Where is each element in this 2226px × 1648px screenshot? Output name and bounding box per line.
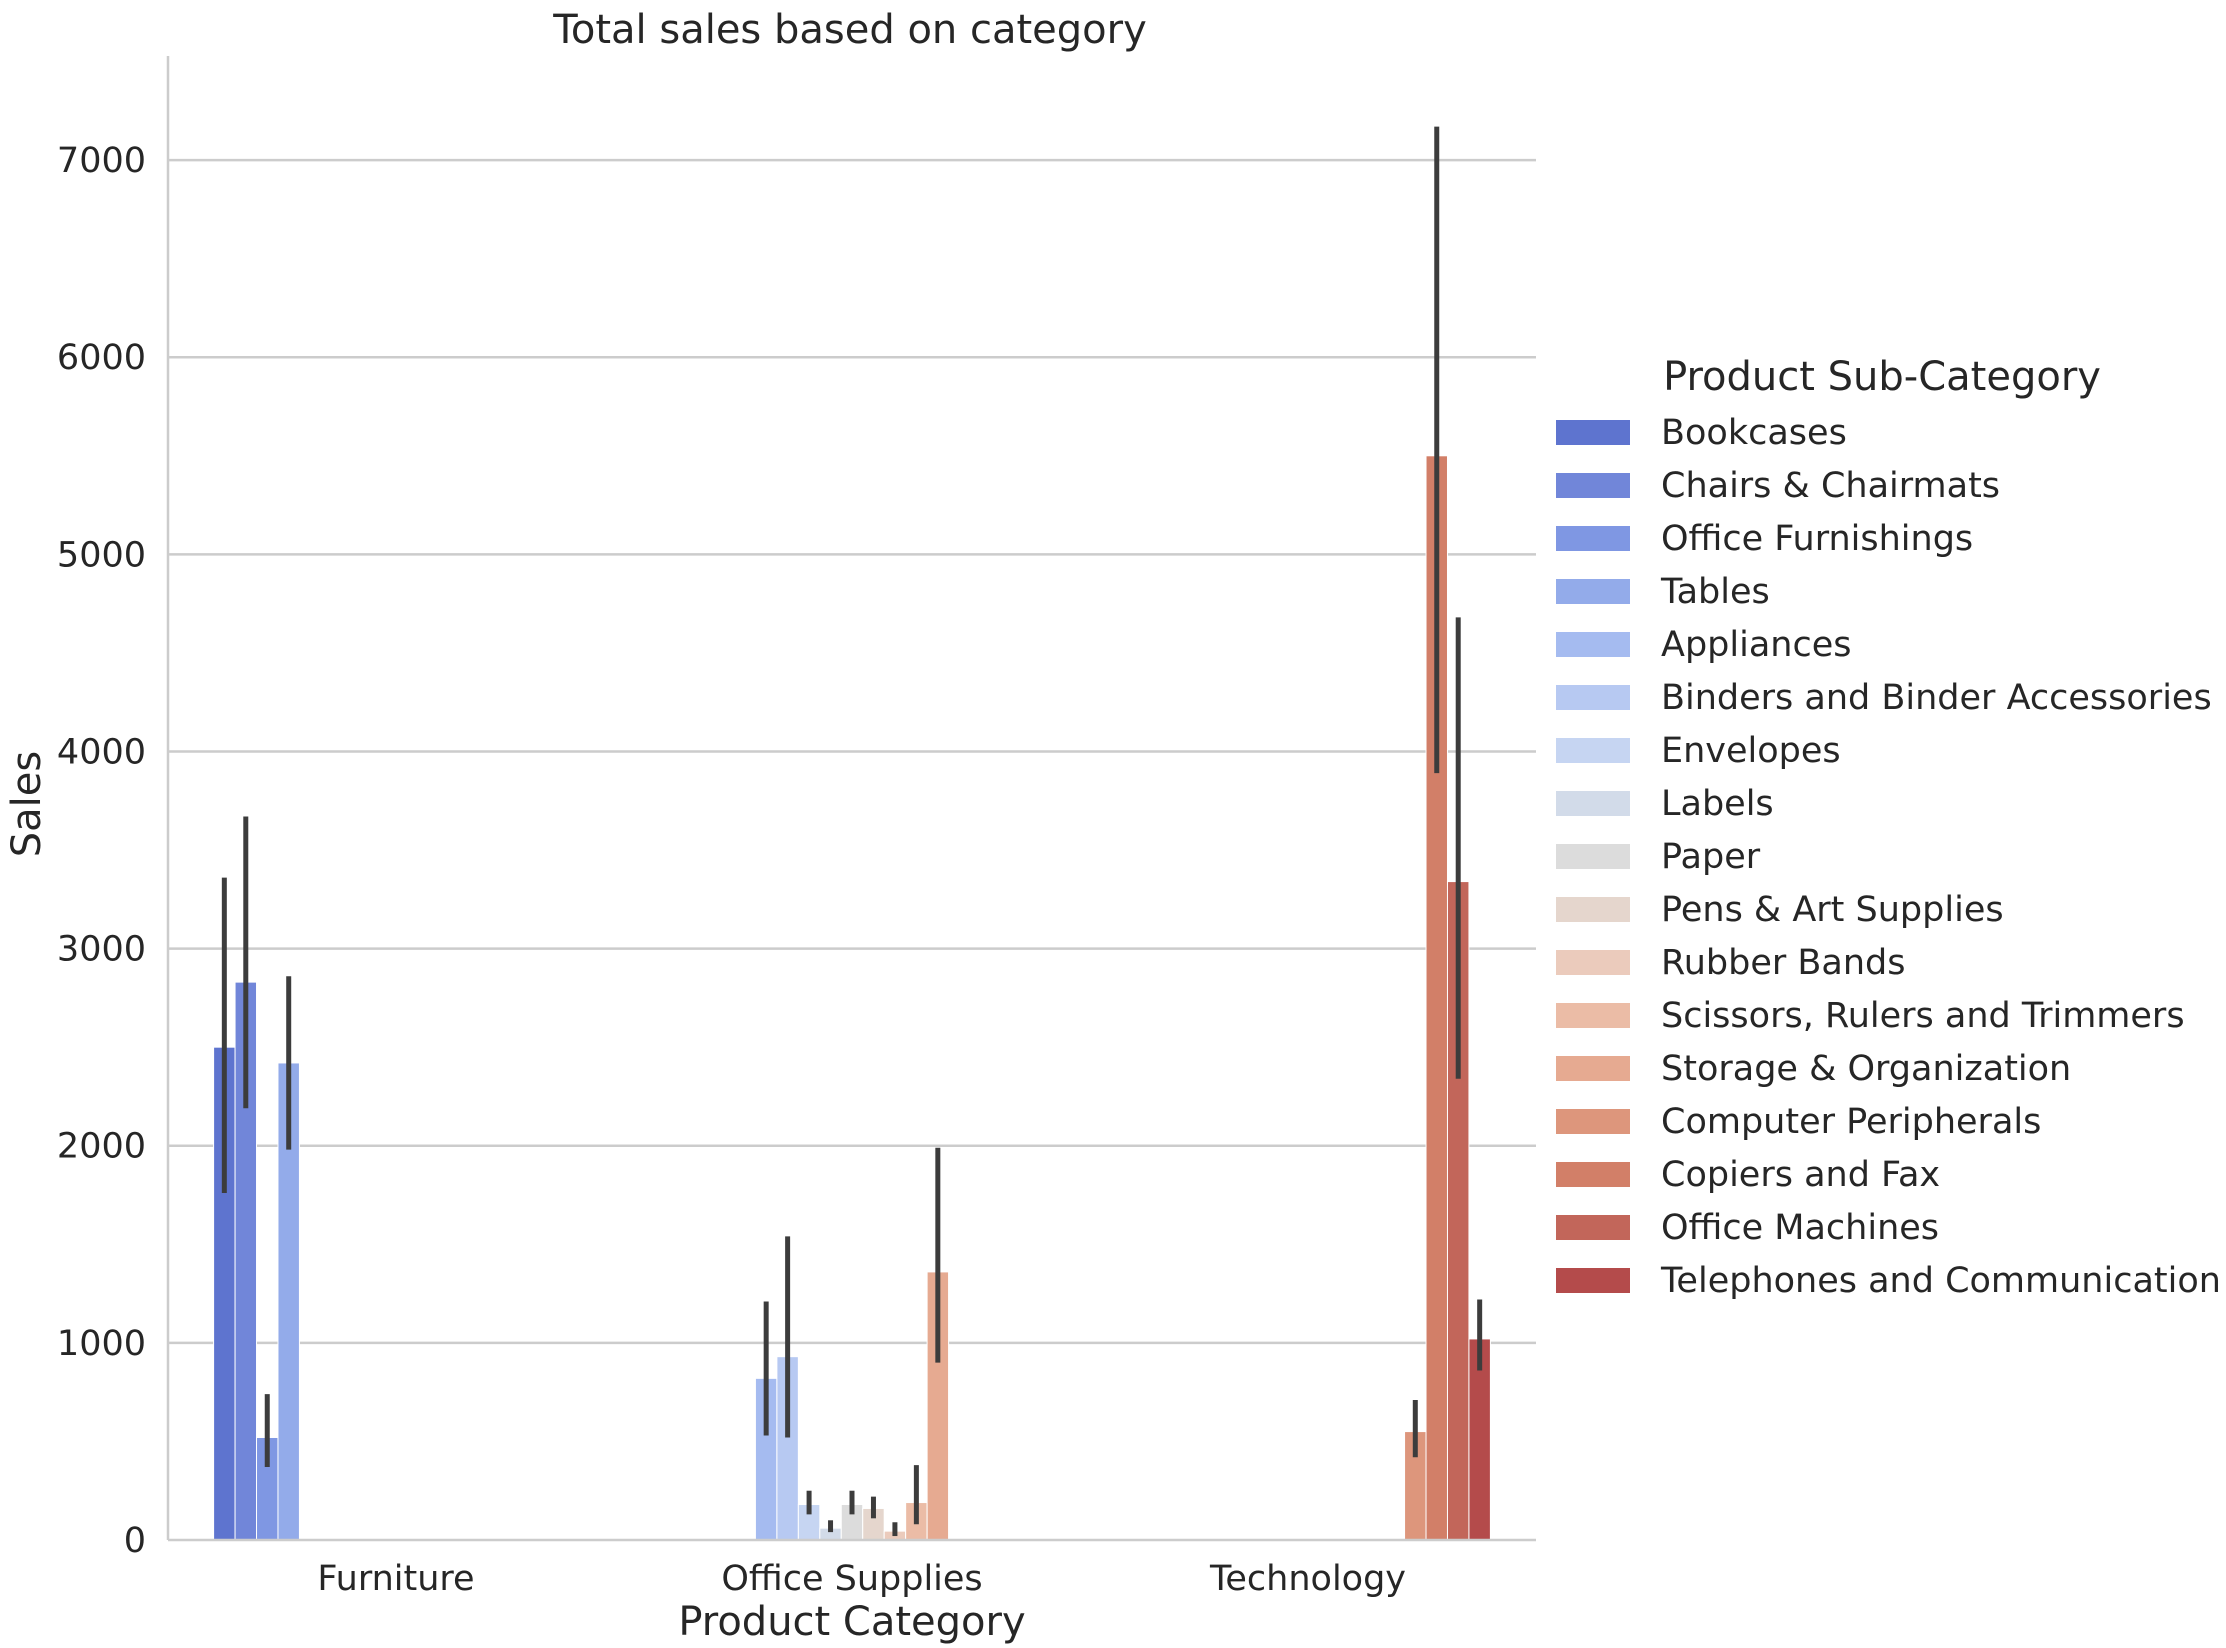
- axis-spines: [166, 56, 1536, 1542]
- legend-label: Office Machines: [1661, 1208, 1939, 1248]
- legend-label: Pens & Art Supplies: [1661, 890, 2004, 930]
- x-tick-label: Furniture: [317, 1559, 474, 1599]
- legend-title: Product Sub-Category: [1663, 354, 2101, 400]
- legend-label: Labels: [1661, 784, 1774, 824]
- y-tick-label: 6000: [57, 338, 146, 378]
- legend-label: Chairs & Chairmats: [1661, 466, 2000, 506]
- legend-label: Computer Peripherals: [1661, 1102, 2041, 1142]
- legend-label: Copiers and Fax: [1661, 1155, 1940, 1195]
- legend-label: Rubber Bands: [1661, 943, 1906, 983]
- y-tick-label: 1000: [57, 1324, 146, 1364]
- grid-lines: [168, 158, 1536, 1345]
- legend-swatch: [1556, 1268, 1630, 1293]
- y-tick-label: 2000: [57, 1127, 146, 1167]
- x-tick-label: Technology: [1209, 1559, 1406, 1599]
- legend-swatch: [1556, 579, 1630, 604]
- legend-label: Telephones and Communication: [1660, 1261, 2221, 1301]
- legend: Product Sub-Category Bookcases Chairs & C…: [1556, 354, 2221, 1301]
- x-tick-label: Office Supplies: [721, 1559, 982, 1599]
- legend-label: Appliances: [1661, 625, 1851, 665]
- legend-label: Tables: [1660, 572, 1770, 612]
- legend-label: Scissors, Rulers and Trimmers: [1661, 996, 2185, 1036]
- legend-swatch: [1556, 844, 1630, 869]
- legend-swatch: [1556, 1162, 1630, 1187]
- legend-items: Bookcases Chairs & Chairmats Office Furnis…: [1556, 413, 2221, 1301]
- legend-swatch: [1556, 1109, 1630, 1134]
- legend-swatch: [1556, 791, 1630, 816]
- legend-swatch: [1556, 738, 1630, 763]
- legend-swatch: [1556, 632, 1630, 657]
- error-bars-group: [221, 126, 1483, 1537]
- y-tick-label: 5000: [57, 535, 146, 575]
- y-tick-labels: 0 1000 2000 3000 4000 5000 6000 7000: [57, 141, 146, 1561]
- legend-label: Office Furnishings: [1661, 519, 1973, 559]
- y-axis-label: Sales: [4, 751, 50, 857]
- legend-label: Envelopes: [1661, 731, 1841, 771]
- y-tick-label: 0: [124, 1521, 146, 1561]
- legend-swatch: [1556, 420, 1630, 445]
- y-tick-label: 7000: [57, 141, 146, 181]
- x-axis-label: Product Category: [678, 1599, 1025, 1645]
- legend-label: Bookcases: [1661, 413, 1847, 453]
- legend-swatch: [1556, 1003, 1630, 1028]
- legend-swatch: [1556, 1056, 1630, 1081]
- legend-swatch: [1556, 1215, 1630, 1240]
- legend-swatch: [1556, 685, 1630, 710]
- legend-swatch: [1556, 473, 1630, 498]
- x-tick-labels: Furniture Office Supplies Technology: [317, 1559, 1406, 1599]
- legend-label: Binders and Binder Accessories: [1661, 678, 2212, 718]
- legend-swatch: [1556, 526, 1630, 551]
- legend-label: Storage & Organization: [1661, 1049, 2071, 1089]
- bars-group: [213, 455, 1491, 1541]
- chart-title: Total sales based on category: [552, 7, 1147, 53]
- y-tick-label: 3000: [57, 930, 146, 970]
- legend-swatch: [1556, 950, 1630, 975]
- y-tick-label: 4000: [57, 732, 146, 772]
- legend-label: Paper: [1661, 837, 1761, 877]
- legend-swatch: [1556, 897, 1630, 922]
